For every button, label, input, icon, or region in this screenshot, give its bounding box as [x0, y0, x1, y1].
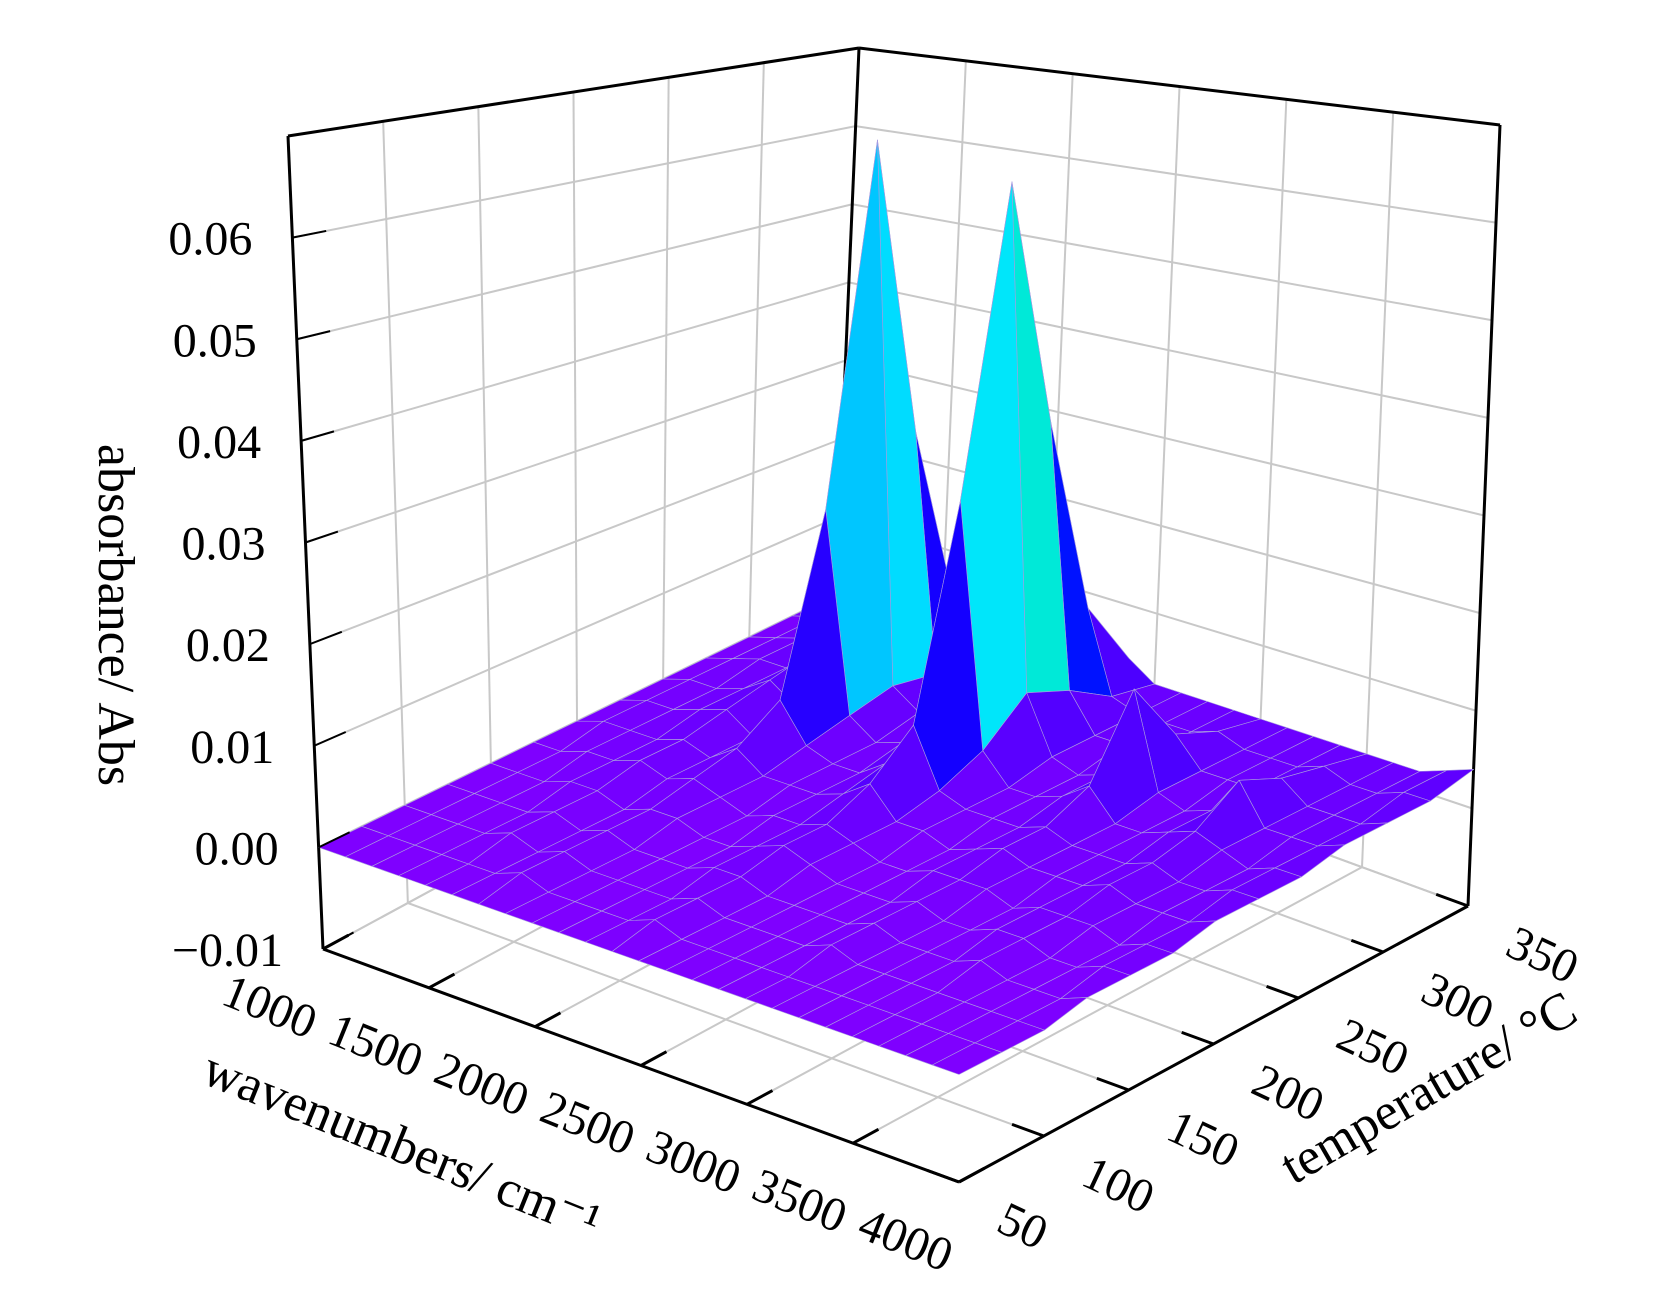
x-tick-label: 2500: [533, 1081, 642, 1166]
grid-line: [661, 77, 670, 766]
tick-mark: [300, 430, 335, 442]
grid-line: [1149, 86, 1181, 790]
z-axis-title: absorbance/ Abs: [87, 444, 144, 786]
axis-frame: [287, 46, 860, 138]
y-tick-label: 350: [1499, 916, 1587, 994]
z-tick-label: 0.05: [173, 314, 257, 367]
z-tick-label: 0.06: [168, 213, 252, 266]
tick-mark: [309, 630, 343, 646]
tick-mark: [926, 1168, 960, 1184]
x-tick-label: 1000: [215, 964, 324, 1049]
tick-mark: [1266, 984, 1299, 1000]
grid-line: [477, 106, 494, 858]
tick-mark: [534, 1011, 562, 1028]
grid-line: [852, 866, 1363, 1145]
tick-mark: [746, 1089, 774, 1106]
grid-line: [1361, 112, 1395, 868]
tick-mark: [640, 1050, 668, 1067]
tick-mark: [305, 530, 339, 544]
z-tick-label: 0.02: [186, 619, 270, 672]
x-tick-label: 2000: [427, 1042, 536, 1127]
x-tick-label: 4000: [851, 1197, 960, 1282]
grid-line: [572, 91, 579, 812]
z-tick-label: 0.04: [177, 416, 261, 469]
axis-frame: [1466, 124, 1502, 907]
tick-mark: [1096, 1076, 1130, 1092]
grid-line: [1255, 99, 1288, 829]
tick-mark: [313, 731, 347, 747]
tick-mark: [958, 1166, 986, 1184]
axis-frame: [858, 46, 1501, 127]
tick-mark: [296, 330, 331, 341]
grid-line: [746, 62, 765, 720]
z-tick-label: 0.00: [195, 822, 279, 875]
y-tick-label: 50: [990, 1192, 1056, 1260]
surface-cell: [932, 1042, 1003, 1075]
tick-mark: [1011, 1122, 1045, 1138]
y-tick-label: 100: [1075, 1146, 1163, 1224]
tick-mark: [852, 1128, 880, 1145]
x-tick-label: 3500: [745, 1158, 854, 1243]
x-tick-label: 3000: [639, 1120, 748, 1205]
y-tick-label: 150: [1159, 1100, 1247, 1178]
tick-mark: [318, 831, 351, 849]
z-tick-label: 0.01: [190, 721, 274, 774]
tick-mark: [292, 229, 327, 239]
tick-mark: [1181, 1030, 1215, 1046]
z-tick-label: −0.01: [172, 924, 283, 977]
tick-mark: [1435, 892, 1469, 908]
tick-mark: [1350, 938, 1384, 954]
z-tick-label: 0.03: [182, 518, 266, 571]
tick-mark: [428, 972, 456, 990]
grid-line: [382, 121, 409, 904]
tick-mark: [322, 933, 350, 951]
x-tick-label: 1500: [321, 1003, 430, 1088]
